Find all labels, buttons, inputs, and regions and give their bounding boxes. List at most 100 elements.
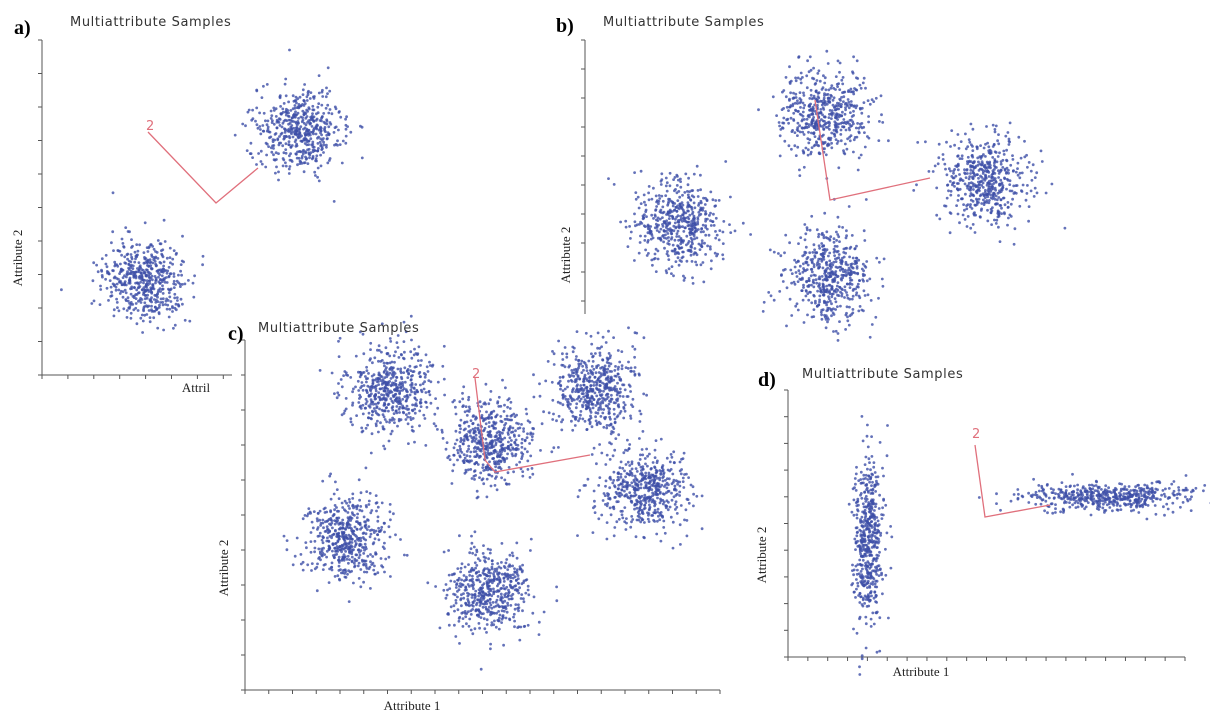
sample-dot bbox=[488, 460, 491, 464]
sample-dot bbox=[800, 119, 804, 123]
sample-dot bbox=[413, 411, 417, 415]
sample-dot bbox=[487, 402, 491, 406]
sample-dot bbox=[633, 220, 637, 224]
sample-dot bbox=[100, 274, 104, 277]
sample-dot bbox=[987, 201, 991, 205]
sample-dot bbox=[356, 379, 360, 383]
sample-dot bbox=[830, 146, 834, 150]
sample-dot bbox=[147, 309, 151, 312]
sample-dot bbox=[147, 246, 151, 250]
sample-dot bbox=[608, 415, 612, 419]
sample-dot bbox=[301, 152, 305, 156]
sample-dot bbox=[402, 411, 406, 415]
sample-dot bbox=[188, 319, 192, 323]
sample-dot bbox=[312, 95, 315, 99]
y-axis-label: Attribute 2 bbox=[10, 230, 25, 287]
sample-dot bbox=[424, 444, 428, 447]
sample-dot bbox=[977, 197, 981, 201]
sample-dot bbox=[831, 292, 835, 296]
sample-dot bbox=[661, 234, 664, 238]
sample-dot bbox=[790, 147, 793, 151]
sample-dot bbox=[297, 105, 300, 109]
sample-dot bbox=[585, 369, 589, 372]
sample-dot bbox=[999, 162, 1003, 166]
sample-dot bbox=[408, 364, 412, 368]
sample-dot bbox=[701, 208, 705, 212]
sample-dot bbox=[990, 173, 994, 177]
sample-dot bbox=[410, 408, 414, 412]
sample-dot bbox=[121, 295, 125, 299]
sample-dot bbox=[341, 139, 345, 143]
sample-dot bbox=[492, 420, 496, 424]
sample-dot bbox=[1001, 196, 1005, 200]
sample-dot bbox=[794, 92, 798, 96]
sample-dot bbox=[804, 245, 808, 249]
sample-dot bbox=[830, 94, 833, 98]
sample-dot bbox=[159, 301, 163, 304]
sample-dot bbox=[810, 146, 814, 150]
sample-dot bbox=[181, 234, 184, 238]
sample-dot bbox=[402, 371, 406, 374]
sample-dot bbox=[1018, 176, 1022, 180]
sample-dot bbox=[489, 484, 493, 488]
sample-dot bbox=[935, 186, 939, 190]
sample-dot bbox=[835, 239, 838, 242]
sample-dot bbox=[843, 112, 847, 116]
sample-dot bbox=[269, 109, 273, 113]
sample-dot bbox=[151, 245, 155, 248]
sample-dot bbox=[378, 387, 382, 391]
sample-dot bbox=[181, 283, 184, 286]
sample-dot bbox=[691, 276, 694, 280]
sample-dot bbox=[324, 106, 328, 110]
sample-dot bbox=[612, 336, 615, 339]
sample-dot bbox=[399, 385, 403, 389]
sample-dot bbox=[1011, 154, 1014, 158]
sample-dot bbox=[380, 375, 384, 379]
sample-dot bbox=[802, 321, 806, 324]
sample-dot bbox=[668, 214, 671, 218]
sample-dot bbox=[661, 199, 665, 203]
sample-dot bbox=[305, 157, 309, 160]
sample-dot bbox=[840, 292, 844, 296]
sample-dot bbox=[670, 455, 674, 459]
sample-dot bbox=[818, 294, 822, 298]
sample-dot bbox=[370, 400, 373, 404]
sample-dot bbox=[634, 197, 638, 201]
sample-dot bbox=[589, 414, 592, 418]
sample-dot bbox=[830, 141, 833, 145]
sample-dot bbox=[705, 198, 709, 202]
sample-dot bbox=[1007, 171, 1010, 175]
sample-dot bbox=[544, 379, 548, 383]
sample-dot bbox=[863, 145, 867, 149]
sample-dot bbox=[462, 453, 466, 456]
sample-dot bbox=[322, 112, 326, 115]
sample-dot bbox=[1011, 197, 1014, 201]
sample-dot bbox=[982, 164, 986, 168]
sample-dot bbox=[796, 280, 800, 283]
sample-dot bbox=[857, 156, 861, 160]
sample-dot bbox=[646, 454, 649, 458]
sample-dot bbox=[434, 424, 438, 428]
sample-dot bbox=[784, 233, 788, 237]
sample-dot bbox=[401, 382, 404, 386]
sample-dot bbox=[472, 437, 476, 440]
sample-dot bbox=[677, 247, 681, 250]
sample-dot bbox=[297, 103, 301, 106]
sample-dot bbox=[912, 189, 916, 192]
sample-dot bbox=[308, 156, 311, 160]
sample-dot bbox=[475, 489, 479, 493]
sample-dot bbox=[675, 209, 679, 213]
sample-dot bbox=[156, 326, 160, 330]
sample-dot bbox=[995, 218, 999, 222]
sample-dot bbox=[1007, 143, 1011, 146]
sample-dot bbox=[851, 256, 855, 260]
sample-dot bbox=[323, 126, 327, 129]
sample-dot bbox=[458, 424, 462, 427]
sample-dot bbox=[419, 401, 423, 405]
sample-dot bbox=[728, 223, 731, 227]
sample-dot bbox=[1006, 131, 1010, 134]
sample-dot bbox=[307, 139, 310, 143]
sample-dot bbox=[597, 408, 600, 412]
sample-dot bbox=[143, 305, 147, 308]
sample-dot bbox=[681, 203, 685, 207]
